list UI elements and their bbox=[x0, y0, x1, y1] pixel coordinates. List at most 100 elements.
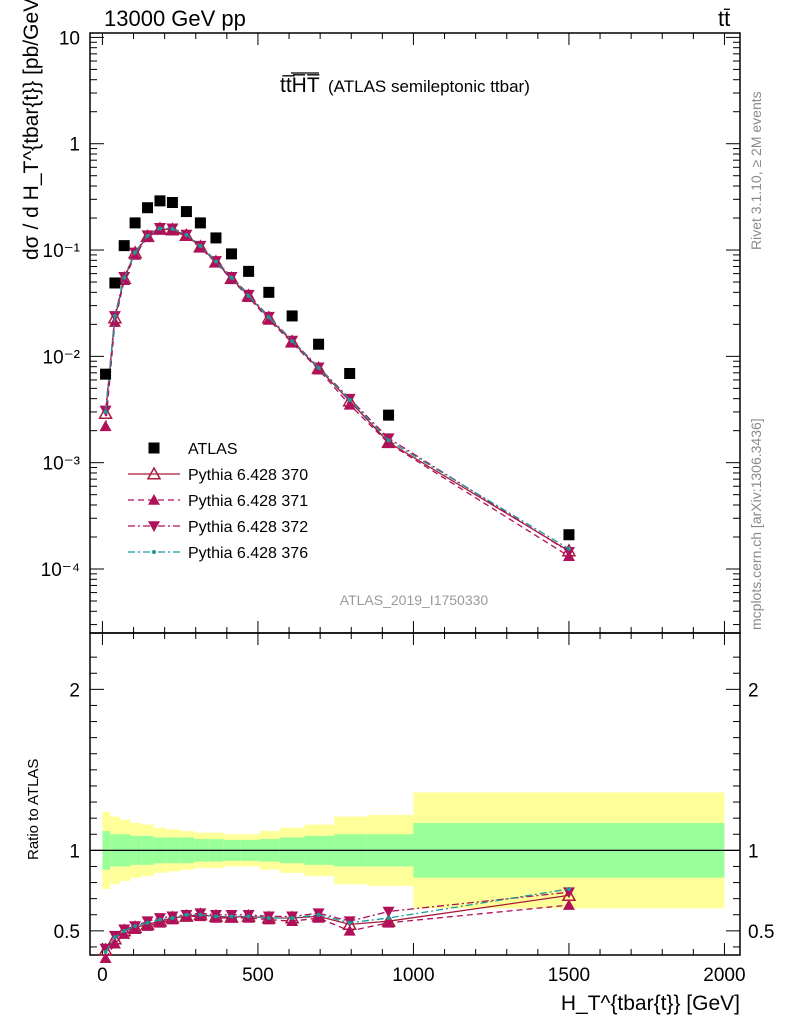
x-tick-label: 500 bbox=[242, 965, 274, 986]
legend-label: Pythia 6.428 372 bbox=[188, 519, 308, 536]
ratio-y-tick-label: 1 bbox=[69, 841, 80, 862]
mc-curves-ratio bbox=[98, 886, 577, 964]
mc-marker bbox=[98, 405, 113, 420]
y-tick-label: 10⁻¹ bbox=[43, 241, 81, 262]
legend: ATLAS Pythia 6.428 370 Pythia 6.428 371 Pyt… bbox=[128, 441, 308, 562]
mc-marker bbox=[122, 275, 127, 280]
axis-ticks bbox=[90, 33, 740, 955]
legend-entry: Pythia 6.428 376 bbox=[128, 545, 308, 562]
mc-marker bbox=[266, 315, 271, 320]
mc-marker bbox=[112, 313, 117, 318]
mc-line-main bbox=[104, 229, 570, 557]
y-axis-label-ratio: Ratio to ATLAS bbox=[25, 759, 42, 860]
mc-marker bbox=[146, 466, 162, 480]
mc-marker bbox=[133, 924, 138, 929]
atlas-point bbox=[166, 196, 178, 208]
mc-marker bbox=[133, 250, 138, 255]
plot-subtitle: (ATLAS semileptonic ttbar) bbox=[328, 77, 530, 96]
mc-marker bbox=[170, 226, 175, 231]
mc-marker bbox=[184, 232, 189, 237]
plot-title: tt̅H̅T̅ bbox=[280, 74, 320, 97]
mc-marker bbox=[198, 912, 203, 917]
ratio-frame bbox=[89, 632, 741, 956]
atlas-point bbox=[148, 442, 160, 454]
atlas-point bbox=[286, 310, 298, 322]
atlas-point bbox=[180, 206, 192, 218]
mc-marker bbox=[103, 949, 108, 954]
mc-marker bbox=[99, 952, 112, 964]
legend-entry: Pythia 6.428 372 bbox=[128, 519, 308, 536]
atlas-point bbox=[210, 232, 222, 244]
mc-marker bbox=[566, 546, 571, 551]
mc-marker bbox=[108, 937, 121, 949]
y-tick-label: 10⁻³ bbox=[43, 454, 81, 475]
mc-marker bbox=[316, 912, 321, 917]
mc-marker bbox=[145, 920, 150, 925]
mc-marker bbox=[386, 915, 391, 920]
mc-marker bbox=[112, 935, 117, 940]
ratio-y-tick-label: 2 bbox=[69, 680, 80, 701]
mc-marker bbox=[198, 244, 203, 249]
mc-marker bbox=[148, 521, 160, 532]
y-tick-label: 1 bbox=[69, 135, 80, 156]
mc-marker bbox=[229, 914, 234, 919]
mc-marker bbox=[382, 916, 395, 928]
atlas-point bbox=[263, 286, 275, 298]
ratio-y-tick-label-right: 2 bbox=[748, 680, 759, 701]
mc-marker bbox=[290, 915, 295, 920]
atlas-point bbox=[194, 217, 206, 229]
mc-marker bbox=[229, 275, 234, 280]
mc-line-ratio bbox=[105, 888, 570, 953]
mc-curves-main bbox=[98, 221, 577, 561]
ratio-y-tick-label: 0.5 bbox=[54, 922, 80, 943]
legend-entry: ATLAS bbox=[148, 441, 238, 458]
legend-label: Pythia 6.428 370 bbox=[188, 467, 308, 484]
x-tick-label: 2000 bbox=[703, 965, 745, 986]
mc-marker bbox=[562, 899, 575, 910]
atlas-point bbox=[383, 409, 395, 421]
atlas-point bbox=[154, 195, 166, 207]
legend-entry: Pythia 6.428 370 bbox=[128, 466, 308, 484]
atlas-point bbox=[129, 217, 141, 229]
x-axis-label: H_T^{tbar{t}} [GeV] bbox=[561, 992, 740, 1015]
atlas-point bbox=[109, 277, 121, 289]
mc-marker bbox=[170, 915, 175, 920]
analysis-watermark: ATLAS_2019_I1750330 bbox=[340, 592, 489, 608]
y-axis-label-main: dσ / d H_T^{tbar{t}} [pb/GeV] bbox=[20, 0, 43, 260]
atlas-point bbox=[344, 367, 356, 379]
legend-entry: Pythia 6.428 371 bbox=[128, 493, 308, 510]
mc-marker bbox=[382, 906, 395, 918]
mc-marker bbox=[386, 438, 391, 443]
mc-marker bbox=[562, 547, 575, 558]
energy-label: 13000 GeV pp bbox=[104, 6, 246, 31]
axis-tick-labels: 0 500 1000 1500 2000 10⁻⁴ 10⁻³ 10⁻² 10⁻¹ 1 10 0.5 0.… bbox=[41, 28, 775, 986]
rivet-version-text: Rivet 3.1.10, ≥ 2M events bbox=[748, 91, 764, 250]
mc-marker bbox=[152, 550, 156, 554]
mc-marker bbox=[145, 233, 150, 238]
mc-marker bbox=[213, 259, 218, 264]
y-tick-label: 10⁻² bbox=[43, 347, 81, 368]
mcplots-credit-text: mcplots.cern.ch [arXiv:1306.3436] bbox=[748, 418, 764, 630]
mc-marker bbox=[246, 914, 251, 919]
legend-label: ATLAS bbox=[188, 441, 238, 458]
mc-marker bbox=[103, 409, 108, 414]
atlas-point bbox=[226, 248, 238, 260]
legend-label: Pythia 6.428 376 bbox=[188, 545, 308, 562]
atlas-points bbox=[100, 195, 575, 541]
mc-marker bbox=[148, 494, 160, 505]
ratio-y-tick-label-right: 0.5 bbox=[748, 922, 774, 943]
mc-line-main bbox=[104, 227, 570, 550]
x-tick-label: 0 bbox=[97, 965, 108, 986]
legend-label: Pythia 6.428 371 bbox=[188, 493, 308, 510]
mc-marker bbox=[266, 915, 271, 920]
mc-marker bbox=[347, 397, 352, 402]
mc-marker bbox=[122, 928, 127, 933]
atlas-point bbox=[142, 202, 154, 214]
mc-marker bbox=[157, 917, 162, 922]
atlas-point bbox=[243, 265, 255, 277]
atlas-point bbox=[118, 240, 130, 252]
mc-marker bbox=[347, 920, 352, 925]
y-tick-label: 10 bbox=[59, 28, 80, 49]
